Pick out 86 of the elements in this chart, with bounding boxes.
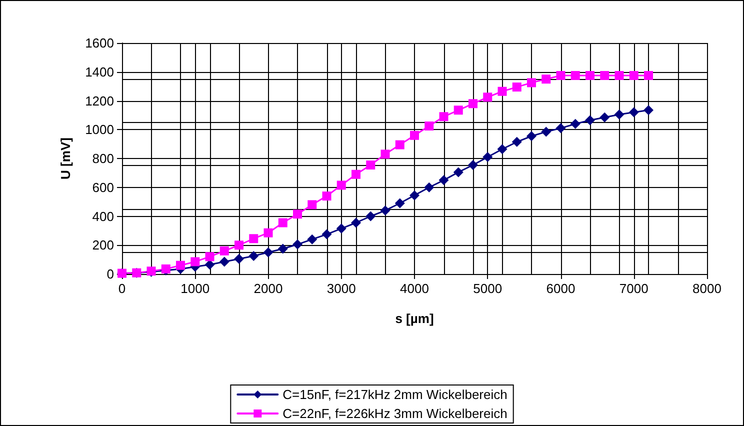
legend-label: C=15nF, f=217kHz 2mm Wickelbereich xyxy=(282,387,508,402)
point xyxy=(585,115,595,126)
point xyxy=(438,175,449,186)
point xyxy=(600,70,610,80)
point xyxy=(498,86,507,96)
point xyxy=(512,82,522,92)
point xyxy=(570,118,580,129)
point xyxy=(234,254,244,264)
point xyxy=(424,122,434,131)
point xyxy=(204,260,215,270)
x-axis-title: s [µm] xyxy=(395,311,434,326)
point xyxy=(453,167,464,178)
point xyxy=(176,260,185,270)
x-tick-label: 0 xyxy=(118,281,126,296)
y-tick-label: 1400 xyxy=(85,64,114,80)
point xyxy=(614,70,624,80)
point xyxy=(190,257,200,266)
point xyxy=(468,160,478,170)
point xyxy=(570,70,580,80)
y-axis-title: U [mV] xyxy=(58,138,73,180)
point xyxy=(380,205,390,216)
point xyxy=(264,228,273,238)
legend-label: C=22nF, f=226kHz 3mm Wickelbereich xyxy=(282,406,508,421)
point xyxy=(644,70,653,80)
point xyxy=(263,247,274,258)
point xyxy=(454,106,463,115)
point xyxy=(629,70,638,80)
point xyxy=(336,224,346,234)
x-tick-label: 7000 xyxy=(619,281,648,296)
point xyxy=(395,140,404,150)
x-tick-label: 3000 xyxy=(326,281,356,296)
point xyxy=(248,250,259,261)
point xyxy=(394,198,405,208)
x-tick-label: 4000 xyxy=(400,281,429,296)
point xyxy=(586,70,594,80)
y-tick-label: 200 xyxy=(92,238,114,253)
x-tick-label: 2000 xyxy=(254,281,283,296)
point xyxy=(541,126,552,137)
point xyxy=(278,218,288,228)
point xyxy=(308,200,317,210)
point xyxy=(468,99,478,108)
point xyxy=(234,240,244,250)
point xyxy=(497,144,508,154)
point xyxy=(293,210,302,219)
point xyxy=(220,246,229,256)
point xyxy=(556,123,566,134)
x-tick-label: 8000 xyxy=(692,281,722,296)
point xyxy=(483,92,492,102)
y-tick-label: 1000 xyxy=(85,122,114,138)
y-tick-label: 1600 xyxy=(85,36,114,50)
point xyxy=(424,182,434,192)
point xyxy=(336,180,346,190)
x-tick-label: 1000 xyxy=(180,281,210,296)
point xyxy=(351,218,361,228)
point xyxy=(366,160,376,170)
point xyxy=(366,211,376,222)
y-tick-label: 600 xyxy=(92,180,114,195)
point xyxy=(292,239,302,250)
y-tick-label: 1200 xyxy=(85,93,114,108)
point xyxy=(380,150,390,159)
point xyxy=(527,78,536,88)
point xyxy=(205,252,214,262)
point xyxy=(614,109,624,120)
point xyxy=(439,112,448,122)
point xyxy=(556,70,566,80)
point xyxy=(307,234,318,244)
point xyxy=(352,170,360,179)
point xyxy=(219,256,230,267)
point xyxy=(410,190,420,200)
y-tick-label: 800 xyxy=(92,151,114,166)
point xyxy=(542,74,551,84)
point xyxy=(322,192,332,201)
point xyxy=(512,136,522,147)
point xyxy=(410,130,419,140)
point xyxy=(278,244,288,254)
point xyxy=(526,131,536,142)
point xyxy=(249,234,258,244)
point xyxy=(600,112,610,122)
x-tick-label: 5000 xyxy=(473,281,502,296)
y-tick-label: 0 xyxy=(106,266,114,282)
y-tick-label: 400 xyxy=(92,208,114,224)
point xyxy=(644,105,654,116)
point xyxy=(482,152,493,162)
point xyxy=(322,229,332,240)
x-tick-label: 6000 xyxy=(546,281,576,296)
point xyxy=(628,107,639,118)
